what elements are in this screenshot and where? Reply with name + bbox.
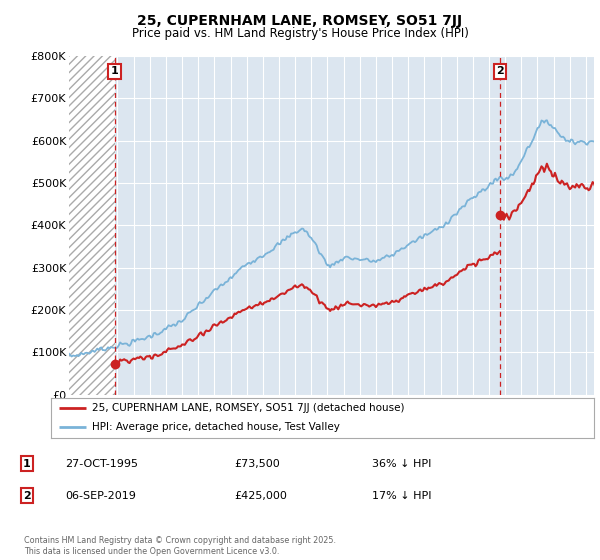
Text: 1: 1	[110, 66, 118, 76]
Text: 1: 1	[23, 459, 31, 469]
Text: £425,000: £425,000	[234, 491, 287, 501]
Text: 17% ↓ HPI: 17% ↓ HPI	[372, 491, 431, 501]
Text: Contains HM Land Registry data © Crown copyright and database right 2025.
This d: Contains HM Land Registry data © Crown c…	[24, 536, 336, 556]
Text: £73,500: £73,500	[234, 459, 280, 469]
Text: 25, CUPERNHAM LANE, ROMSEY, SO51 7JJ: 25, CUPERNHAM LANE, ROMSEY, SO51 7JJ	[137, 14, 463, 28]
Text: HPI: Average price, detached house, Test Valley: HPI: Average price, detached house, Test…	[92, 422, 340, 432]
Text: 25, CUPERNHAM LANE, ROMSEY, SO51 7JJ (detached house): 25, CUPERNHAM LANE, ROMSEY, SO51 7JJ (de…	[92, 404, 404, 413]
Text: 27-OCT-1995: 27-OCT-1995	[65, 459, 138, 469]
Text: 36% ↓ HPI: 36% ↓ HPI	[372, 459, 431, 469]
Bar	[69, 56, 115, 395]
Text: 2: 2	[23, 491, 31, 501]
Text: Price paid vs. HM Land Registry's House Price Index (HPI): Price paid vs. HM Land Registry's House …	[131, 27, 469, 40]
Text: 2: 2	[496, 66, 504, 76]
Text: 06-SEP-2019: 06-SEP-2019	[65, 491, 136, 501]
